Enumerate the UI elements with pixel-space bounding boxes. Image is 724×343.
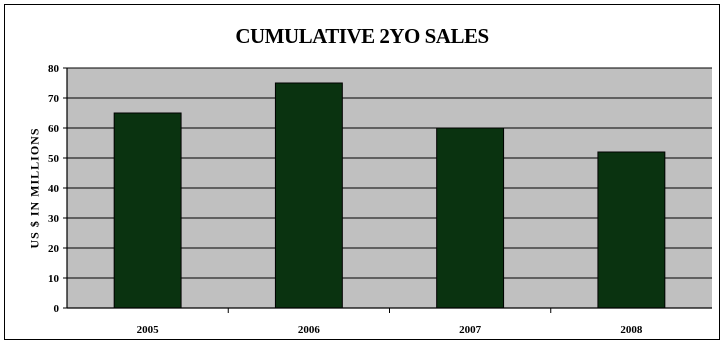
chart-title: CUMULATIVE 2YO SALES	[235, 24, 489, 48]
y-tick-label: 10	[48, 273, 60, 285]
x-axis-ticks: 2005 2006 2007 2008	[137, 308, 643, 336]
y-tick-label: 50	[48, 153, 60, 165]
x-tick-label: 2008	[620, 324, 643, 336]
axes	[66, 68, 712, 309]
x-tick-label: 2006	[298, 324, 321, 336]
y-tick-label: 70	[48, 93, 60, 105]
bar-2007	[436, 127, 505, 309]
x-tick-label: 2005	[137, 324, 160, 336]
bars	[113, 82, 666, 309]
x-tick-label: 2007	[459, 324, 482, 336]
bar-2008	[597, 151, 666, 309]
y-tick-label: 80	[48, 63, 60, 75]
bar-2006	[274, 82, 343, 309]
y-tick-label: 40	[48, 183, 60, 195]
bar-2005	[113, 112, 182, 309]
y-tick-label: 60	[48, 123, 60, 135]
y-tick-label: 20	[48, 243, 60, 255]
y-tick-label: 30	[48, 213, 60, 225]
y-tick-label: 0	[54, 303, 60, 315]
y-axis-ticks: 0 10 20 30 40 50 60 70 80	[48, 63, 67, 315]
